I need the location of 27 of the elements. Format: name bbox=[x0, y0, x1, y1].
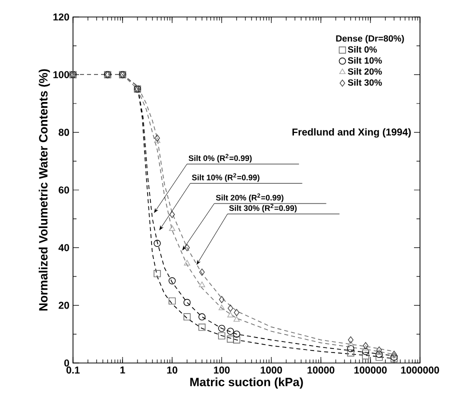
x-tick-label: 100 bbox=[214, 366, 230, 374]
annotation: Silt 20% (R$^{2}$=0.99) bbox=[216, 193, 284, 202]
y-tick-label: 80 bbox=[58, 128, 70, 136]
x-axis-title: Matric suction (kPa) bbox=[190, 377, 303, 389]
y-tick-label: 100 bbox=[53, 71, 70, 78]
legend-label: Silt 0% bbox=[348, 46, 377, 53]
legend-label: Silt 30% bbox=[348, 79, 382, 86]
y-tick-label: 40 bbox=[58, 244, 70, 252]
legend-label: Silt 10% bbox=[348, 57, 382, 64]
legend-label: Silt 20% bbox=[348, 68, 382, 75]
y-axis-title: Normalized Volumetric Water Contents (%) bbox=[38, 69, 50, 311]
y-tick-label: 20 bbox=[58, 302, 70, 309]
x-tick-label: 0.1 bbox=[66, 366, 80, 374]
annotation: Silt 10% (R$^{2}$=0.99) bbox=[192, 173, 260, 182]
legend-title: Dense (Dr=80%) bbox=[336, 35, 404, 44]
annotation: Silt 30% (R$^{2}$=0.99) bbox=[229, 204, 297, 213]
x-tick-label: 1 bbox=[120, 366, 126, 374]
x-tick-label: 10 bbox=[167, 366, 178, 374]
annotation: Fredlund and Xing (1994) bbox=[292, 128, 411, 138]
annotation: Silt 0% (R$^{2}$=0.99) bbox=[188, 154, 252, 163]
x-tick-label: 10000 bbox=[308, 366, 334, 374]
y-tick-label: 120 bbox=[53, 13, 70, 21]
x-tick-label: 1000 bbox=[260, 366, 282, 374]
y-tick-label: 60 bbox=[58, 186, 70, 194]
x-tick-label: 100000 bbox=[354, 366, 387, 374]
x-tick-label: 1000000 bbox=[401, 366, 440, 374]
y-tick-label: 0 bbox=[64, 359, 70, 367]
